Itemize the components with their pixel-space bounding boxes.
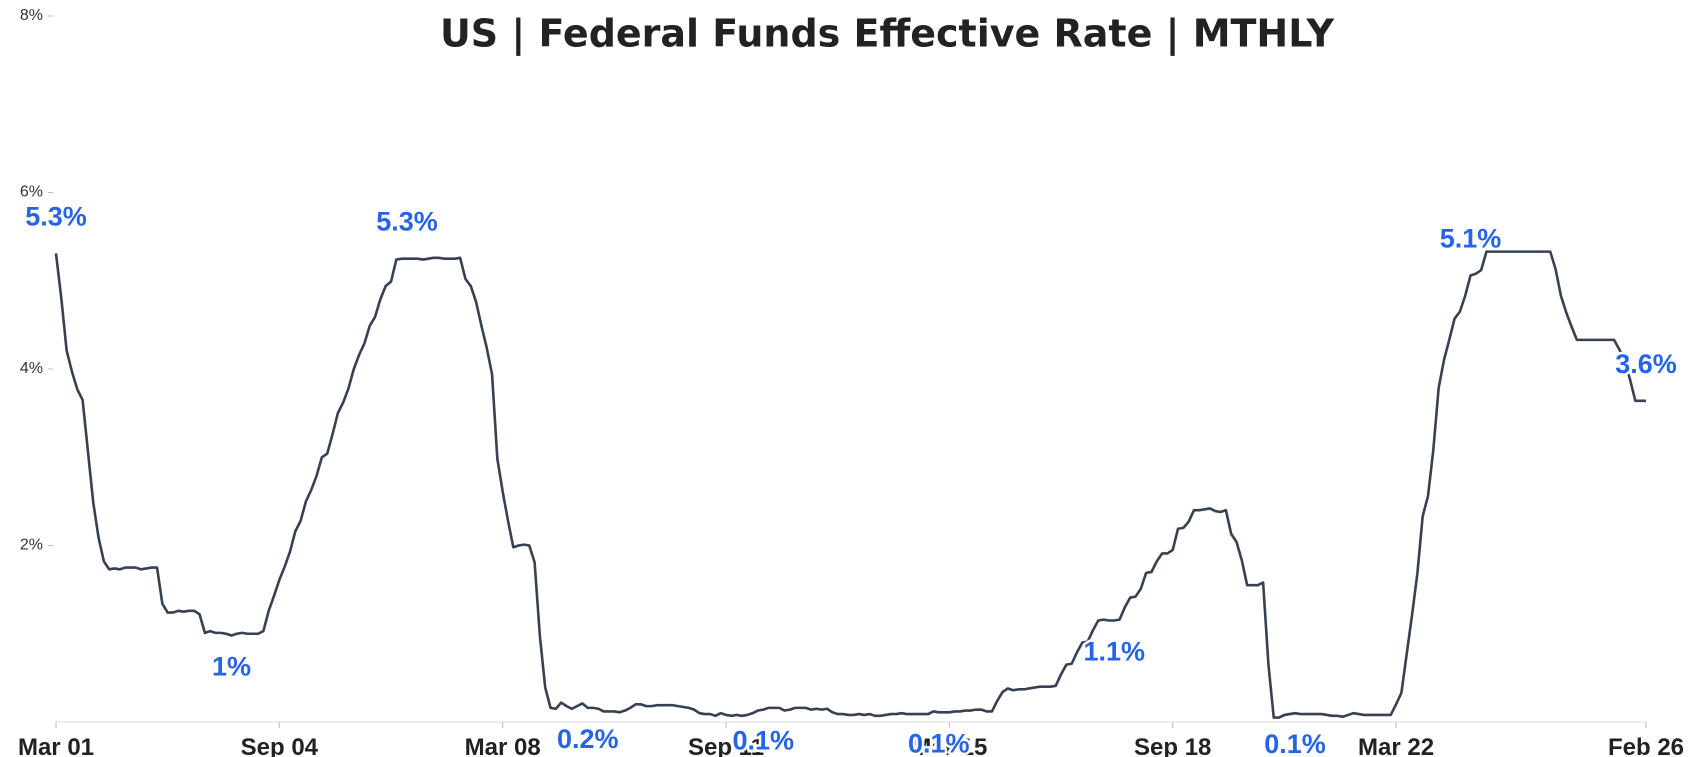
chart-title: US | Federal Funds Effective Rate | MTHL… bbox=[440, 12, 1335, 57]
data-label: 5.1% bbox=[1440, 223, 1502, 253]
data-label: 5.3% bbox=[376, 207, 438, 237]
y-tick-label: 4% bbox=[20, 360, 43, 377]
x-tick-label: Sep 11 bbox=[688, 734, 764, 757]
x-tick-label: Sep 04 bbox=[241, 734, 319, 757]
data-label: 1.1% bbox=[1083, 637, 1145, 667]
data-label: 5.3% bbox=[25, 201, 87, 231]
y-tick-label: 2% bbox=[20, 537, 43, 554]
data-label: 0.1% bbox=[908, 728, 970, 757]
data-label: 0.1% bbox=[732, 726, 794, 756]
x-tick-label: Mar 08 bbox=[465, 734, 541, 757]
x-tick-label: Feb 26 bbox=[1608, 734, 1684, 757]
data-label: 0.2% bbox=[557, 724, 619, 754]
data-label: 0.1% bbox=[1264, 729, 1326, 757]
line-series bbox=[54, 250, 1646, 719]
y-tick-label: 8% bbox=[20, 7, 43, 24]
data-label: 1% bbox=[212, 652, 251, 682]
data-label: 3.6% bbox=[1615, 349, 1677, 379]
x-tick-label: Sep 18 bbox=[1134, 734, 1211, 757]
x-tick-label: Mar 01 bbox=[18, 734, 94, 757]
y-tick-label: 6% bbox=[20, 184, 43, 201]
x-tick-label: Mar 22 bbox=[1358, 734, 1434, 757]
x-tick-label: Mar 15 bbox=[911, 734, 987, 757]
